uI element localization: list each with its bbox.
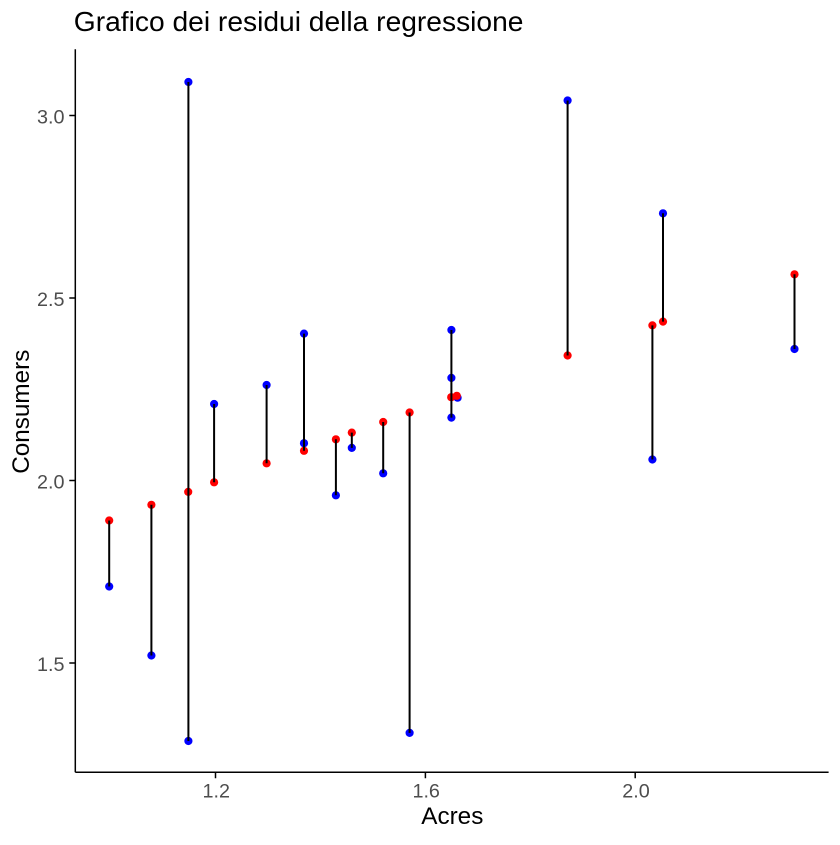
svg-text:2.5: 2.5 (37, 289, 65, 311)
svg-text:1.2: 1.2 (203, 781, 231, 803)
svg-text:Acres: Acres (421, 803, 483, 830)
svg-text:1.5: 1.5 (37, 654, 65, 676)
svg-text:2.0: 2.0 (622, 781, 650, 803)
svg-text:2.0: 2.0 (37, 472, 65, 494)
svg-text:Consumers: Consumers (8, 350, 35, 474)
svg-text:1.6: 1.6 (412, 781, 440, 803)
svg-text:Grafico dei residui della regr: Grafico dei residui della regressione (74, 5, 524, 37)
svg-text:3.0: 3.0 (37, 107, 65, 129)
